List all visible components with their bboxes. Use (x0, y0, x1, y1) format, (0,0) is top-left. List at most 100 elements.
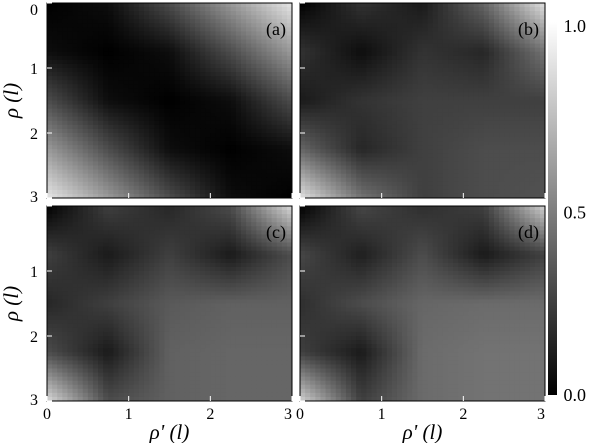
heatmap-cell (427, 104, 434, 110)
heatmap-cell (82, 128, 89, 134)
heatmap-cell (118, 92, 125, 98)
heatmap-cell (488, 165, 495, 171)
heatmap-cell (52, 3, 58, 8)
heatmap-cell (205, 59, 211, 65)
heatmap-cell (524, 80, 531, 85)
heatmap-cell (57, 141, 63, 146)
heatmap-cell (427, 120, 434, 126)
heatmap-cell (524, 76, 531, 81)
heatmap-cell (128, 112, 135, 118)
heatmap-cell (235, 153, 242, 158)
heatmap-cell (320, 161, 327, 167)
heatmap-cell (164, 47, 171, 53)
heatmap-cell (230, 226, 237, 231)
heatmap-cell (453, 43, 459, 49)
heatmap-cell (184, 149, 191, 154)
heatmap-cell (261, 3, 268, 8)
heatmap-cell (184, 128, 191, 134)
heatmap-cell (87, 165, 94, 171)
heatmap-cell (519, 112, 526, 118)
heatmap-cell (159, 169, 165, 175)
heatmap-cell (437, 173, 444, 179)
heatmap-cell (92, 210, 99, 215)
heatmap-cell (57, 218, 63, 223)
heatmap-cell (82, 92, 89, 98)
heatmap-cell (315, 128, 322, 134)
heatmap-cell (103, 153, 109, 158)
heatmap-cell (422, 31, 429, 37)
heatmap-cell (412, 43, 418, 49)
heatmap-cell (417, 76, 424, 81)
heatmap-cell (52, 23, 58, 28)
heatmap-cell (315, 19, 322, 24)
heatmap-cell (164, 124, 171, 130)
heatmap-cell (179, 165, 186, 171)
heatmap-cell (210, 214, 217, 219)
heatmap-cell (266, 92, 273, 98)
heatmap-cell (458, 3, 464, 8)
heatmap-cell (539, 31, 545, 37)
heatmap-cell (103, 19, 109, 24)
heatmap-cell (448, 100, 454, 106)
heatmap-cell (417, 137, 424, 142)
heatmap-cell (448, 23, 454, 28)
heatmap-cell (103, 120, 109, 126)
heatmap-cell (189, 92, 196, 98)
heatmap-cell (149, 169, 155, 175)
heatmap-cell (376, 169, 383, 175)
heatmap-cell (200, 88, 206, 93)
heatmap-cell (159, 100, 165, 106)
heatmap-cell (256, 128, 262, 134)
heatmap-cell (458, 47, 464, 53)
heatmap-cell (225, 222, 232, 227)
heatmap-cell (509, 116, 515, 122)
heatmap-cell (251, 76, 257, 81)
heatmap-cell (437, 185, 444, 191)
heatmap-cell (210, 177, 217, 183)
heatmap-cell (493, 185, 500, 191)
heatmap-cell (366, 116, 373, 122)
heatmap-cell (154, 39, 160, 45)
heatmap-cell (539, 189, 545, 195)
heatmap-cell (473, 157, 480, 163)
heatmap-cell (118, 116, 125, 122)
heatmap-cell (381, 116, 388, 122)
heatmap-cell (77, 133, 84, 138)
heatmap-cell (184, 222, 191, 227)
heatmap-cell (458, 128, 464, 134)
heatmap-cell (412, 59, 418, 65)
heatmap-cell (376, 35, 383, 41)
heatmap-cell (300, 189, 306, 195)
heatmap-cell (432, 112, 439, 118)
heatmap-cell (417, 59, 424, 65)
heatmap-cell (417, 177, 424, 183)
heatmap-cell (87, 92, 94, 98)
heatmap-cell (320, 100, 327, 106)
heatmap-cell (138, 173, 145, 179)
heatmap-cell (225, 7, 232, 12)
heatmap-cell (164, 133, 171, 138)
heatmap-cell (305, 51, 311, 57)
heatmap-cell (371, 153, 378, 158)
heatmap-cell (82, 84, 89, 89)
heatmap-cell (396, 137, 403, 142)
heatmap-cell (235, 206, 242, 211)
heatmap-cell (463, 72, 470, 77)
heatmap-cell (539, 47, 545, 53)
heatmap-cell (539, 7, 545, 12)
heatmap-cell (427, 116, 434, 122)
heatmap-cell (524, 112, 531, 118)
heatmap-cell (305, 137, 311, 142)
heatmap-cell (366, 133, 373, 138)
heatmap-cell (179, 133, 186, 138)
heatmap-cell (143, 15, 150, 20)
heatmap-cell (184, 210, 191, 215)
heatmap-cell (159, 35, 165, 41)
heatmap-cell (305, 31, 311, 37)
heatmap-cell (266, 11, 273, 16)
heatmap-cell (215, 141, 222, 146)
heatmap-cell (113, 35, 120, 41)
heatmap-cell (300, 63, 306, 69)
heatmap-cell (427, 80, 434, 85)
heatmap-cell (108, 210, 114, 215)
